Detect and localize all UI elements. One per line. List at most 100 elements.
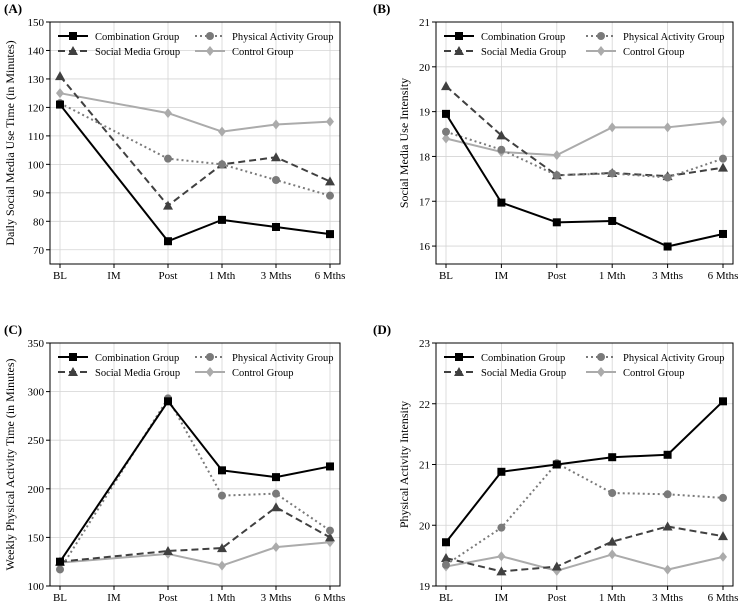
- y-tick-label: 22: [419, 399, 430, 411]
- data-point-control-group: [56, 88, 64, 99]
- y-tick-label: 16: [419, 241, 431, 253]
- data-point-social-media-group: [163, 546, 173, 556]
- x-tick-label: IM: [495, 592, 509, 603]
- data-point-social-media-group: [496, 130, 507, 140]
- panel-d: (D) BL IM Post 1 Mth 3 Mths 6 Mths 19 20 21 22 23 Ph…: [373, 322, 738, 603]
- data-point-social-media-group: [607, 536, 618, 546]
- legend: Combination Group Physical Activity Group…: [58, 353, 334, 379]
- x-tick-label: 3 Mths: [652, 270, 683, 282]
- x-tick-label: IM: [107, 270, 121, 282]
- x-tick-label: Post: [159, 270, 178, 282]
- data-point-control-group: [218, 560, 226, 571]
- plot-frame: [49, 342, 341, 587]
- data-point-social-media-group: [163, 200, 173, 210]
- panel-b: (B) BL IM Post 1 Mth 3 Mths 6 Mths 16 17 18 19 20 21…: [373, 1, 738, 282]
- data-point-physical-activity-group: [719, 493, 727, 502]
- y-tick-label: 23: [419, 338, 431, 350]
- legend-marker-social-media-group: [454, 46, 464, 55]
- legend-marker-physical-activity-group: [597, 353, 605, 361]
- legend-marker-control-group: [597, 46, 605, 56]
- data-point-social-media-group: [718, 162, 728, 172]
- data-point-social-media-group: [217, 543, 227, 553]
- legend-label-physical-activity-group: Physical Activity Group: [623, 353, 725, 364]
- plot-frame: [435, 21, 734, 265]
- series-line-physical-activity-group: [445, 462, 724, 566]
- series-line-social-media-group: [59, 506, 331, 563]
- legend-marker-physical-activity-group: [206, 32, 214, 40]
- y-tick-label: 350: [28, 338, 45, 350]
- series-line-physical-activity-group: [445, 130, 724, 179]
- data-point-social-media-group: [325, 176, 335, 186]
- legend-label-social-media-group: Social Media Group: [95, 368, 180, 379]
- y-tick-label: 250: [28, 435, 45, 447]
- data-point-social-media-group: [496, 566, 507, 576]
- data-point-physical-activity-group: [663, 173, 672, 182]
- data-point-social-media-group: [662, 521, 673, 531]
- legend-label-combination-group: Combination Group: [481, 32, 565, 43]
- y-tick-label: 80: [33, 216, 45, 228]
- data-point-combination-group: [56, 557, 64, 566]
- legend-marker-social-media-group: [68, 367, 78, 376]
- legend-label-combination-group: Combination Group: [95, 32, 179, 43]
- x-tick-label: 6 Mths: [315, 270, 346, 282]
- data-point-combination-group: [272, 473, 280, 482]
- data-point-social-media-group: [441, 553, 451, 563]
- data-point-control-group: [272, 119, 280, 130]
- legend-marker-physical-activity-group: [597, 32, 605, 40]
- series-line-physical-activity-group: [59, 102, 331, 197]
- data-point-physical-activity-group: [719, 154, 727, 163]
- data-point-control-group: [663, 122, 672, 133]
- legend-marker-physical-activity-group: [206, 353, 214, 361]
- data-point-combination-group: [552, 218, 561, 227]
- legend-label-control-group: Control Group: [623, 47, 685, 58]
- legend: Combination Group Physical Activity Group…: [444, 353, 725, 379]
- series-line-combination-group: [445, 113, 724, 248]
- series-line-control-group: [445, 120, 724, 157]
- legend-label-physical-activity-group: Physical Activity Group: [232, 32, 334, 43]
- y-tick-label: 18: [419, 151, 431, 163]
- x-tick-label: BL: [439, 592, 453, 603]
- data-point-control-group: [272, 542, 280, 553]
- y-tick-label: 100: [28, 581, 45, 593]
- data-point-physical-activity-group: [272, 489, 280, 498]
- y-axis-label: Social Media Use Intensity: [397, 78, 411, 208]
- data-point-physical-activity-group: [663, 490, 672, 499]
- data-point-control-group: [608, 549, 617, 560]
- y-tick-label: 19: [419, 107, 431, 119]
- data-point-physical-activity-group: [218, 491, 226, 500]
- data-point-combination-group: [552, 460, 561, 469]
- panel-c: (C) BL IM Post 1 Mth 3 Mths 6 Mths 100 150 200 250…: [3, 322, 345, 603]
- y-tick-label: 150: [28, 532, 45, 544]
- data-point-physical-activity-group: [56, 565, 64, 574]
- y-tick-label: 200: [28, 484, 45, 496]
- data-point-combination-group: [497, 467, 506, 476]
- data-point-combination-group: [608, 216, 617, 225]
- data-point-combination-group: [442, 109, 450, 118]
- data-point-social-media-group: [55, 71, 65, 81]
- data-point-control-group: [719, 551, 727, 562]
- x-tick-label: 3 Mths: [261, 270, 292, 282]
- data-point-control-group: [442, 133, 450, 144]
- panel-a: (A) BL IM Post 1 Mth 3 Mths 6 Mths 70 80 90 100 110…: [3, 1, 345, 282]
- data-point-combination-group: [663, 450, 672, 459]
- y-tick-label: 17: [419, 196, 431, 208]
- data-point-social-media-group: [551, 561, 562, 571]
- data-point-combination-group: [663, 242, 672, 251]
- y-tick-label: 150: [28, 17, 45, 29]
- data-point-social-media-group: [271, 502, 281, 512]
- y-tick-label: 110: [28, 131, 45, 143]
- data-point-control-group: [497, 551, 506, 562]
- y-tick-label: 140: [28, 45, 45, 57]
- y-tick-label: 70: [33, 245, 45, 257]
- series-line-social-media-group: [445, 525, 724, 573]
- legend-label-combination-group: Combination Group: [481, 353, 565, 364]
- legend-label-social-media-group: Social Media Group: [481, 47, 566, 58]
- x-tick-label: 1 Mth: [209, 270, 236, 282]
- y-tick-label: 21: [419, 17, 430, 29]
- data-point-control-group: [218, 126, 226, 137]
- x-tick-label: Post: [547, 592, 566, 603]
- y-tick-label: 130: [28, 74, 45, 86]
- x-tick-label: 1 Mth: [209, 592, 236, 603]
- data-point-combination-group: [719, 397, 727, 406]
